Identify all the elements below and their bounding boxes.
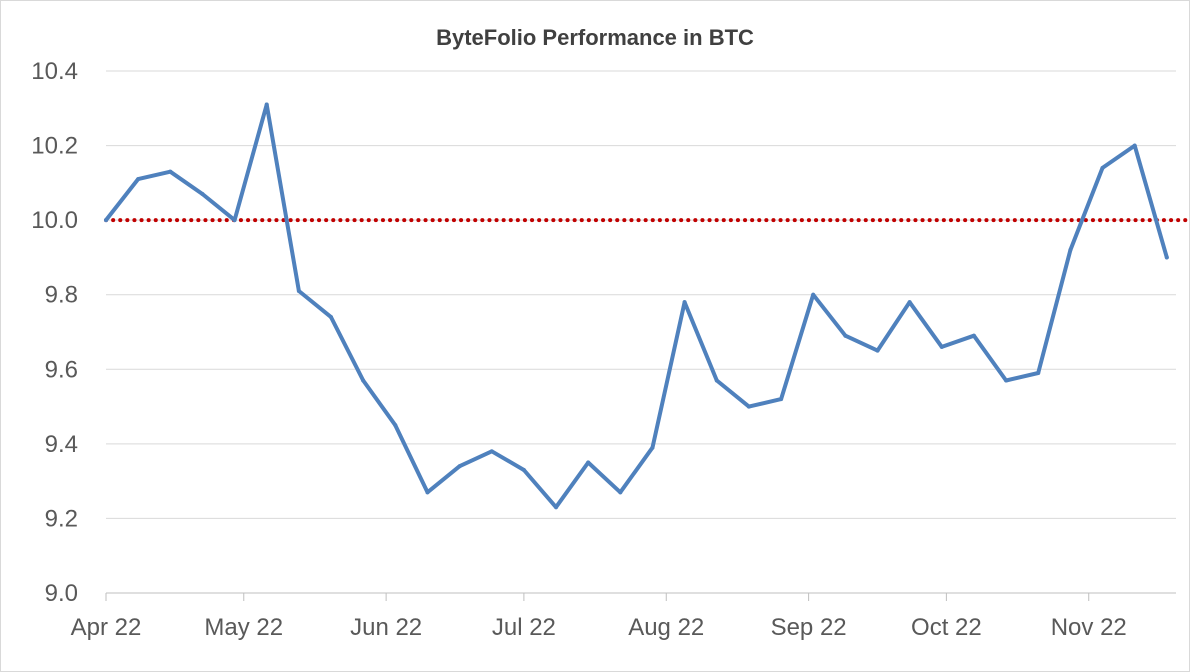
data-point [104,218,108,223]
data-point [682,300,687,305]
x-tick-label: Oct 22 [911,614,982,641]
y-tick-label: 9.4 [45,431,78,458]
data-point [296,288,301,293]
x-tick-label: Nov 22 [1051,614,1127,641]
data-point [521,467,526,472]
data-point [425,490,430,495]
data-point [1036,371,1041,376]
y-tick-label: 9.8 [45,282,78,309]
data-point [811,292,816,297]
x-tick-label: Sep 22 [771,614,847,641]
data-point [1068,247,1073,252]
chart-title: ByteFolio Performance in BTC [436,25,754,50]
y-tick-label: 9.2 [45,505,78,532]
x-tick-label: Apr 22 [71,614,142,641]
x-tick-label: Jul 22 [492,614,556,641]
data-point [843,333,848,338]
data-point [779,397,784,402]
data-point [875,348,880,353]
x-tick-label: Aug 22 [628,614,704,641]
data-point [393,423,398,428]
data-point [971,333,976,338]
y-tick-label: 9.0 [45,580,78,607]
data-point [168,169,173,174]
y-tick-label: 9.6 [45,356,78,383]
data-point [746,404,751,409]
x-axis-tick-labels: Apr 22 May 22 Jun 22 Jul 22 Aug 22 Sep 22 Oct … [71,614,1127,641]
data-point [554,505,559,510]
x-tick-label: May 22 [204,614,283,641]
gridlines [106,70,1176,519]
y-axis-tick-labels: 9.0 9.2 9.4 9.6 9.8 10.0 10.2 10.4 [31,58,78,607]
data-point [136,177,141,182]
y-tick-label: 10.4 [31,58,78,85]
data-point [457,464,462,469]
series-group [104,102,1169,510]
y-tick-label: 10.0 [31,207,78,234]
data-point [650,445,655,450]
data-point [329,315,334,320]
data-point [618,490,623,495]
data-point [489,449,494,454]
data-point [1004,378,1009,383]
series-line [104,102,1169,510]
data-point [200,192,205,197]
data-point [586,460,591,465]
data-point [232,218,237,223]
y-tick-label: 10.2 [31,133,78,160]
data-point [907,300,912,305]
data-point [1100,165,1105,170]
data-point [264,102,269,107]
data-point [361,378,366,383]
axes [105,592,1176,601]
data-point [714,378,719,383]
x-tick-label: Jun 22 [350,614,422,641]
data-point [939,344,944,349]
data-point [1164,255,1169,260]
data-point [1132,143,1137,148]
